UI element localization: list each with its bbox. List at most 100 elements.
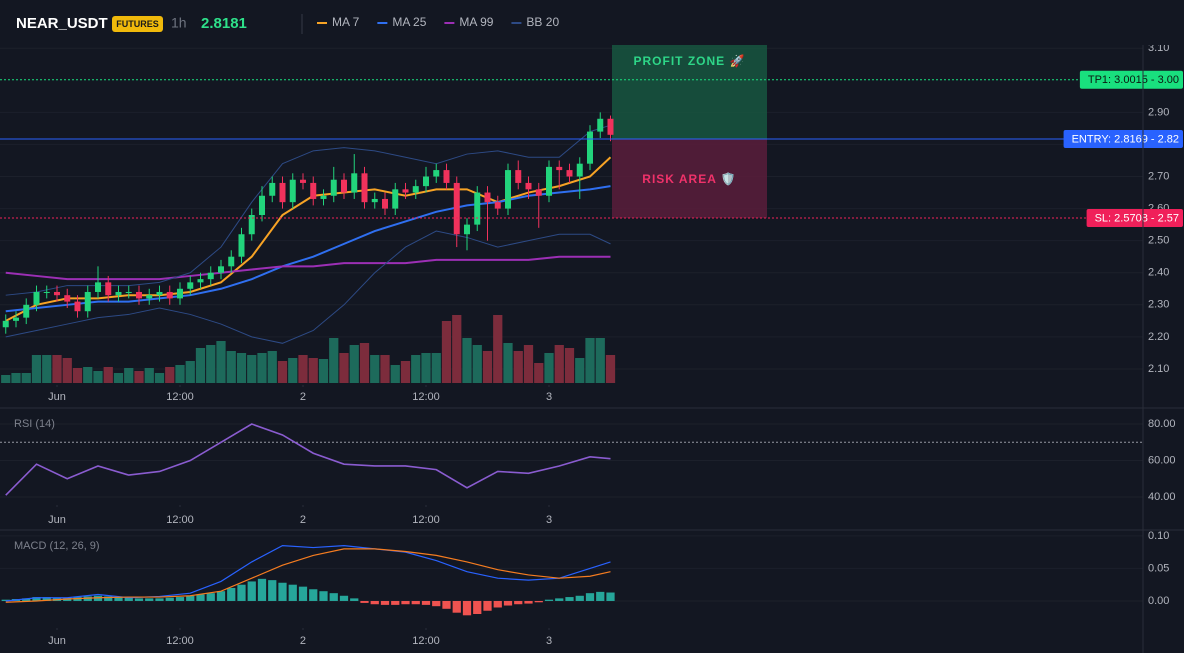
y-tick-label: 80.00 <box>1148 418 1176 430</box>
volume-bar <box>216 341 226 383</box>
symbol: NEAR_USDT <box>16 15 108 32</box>
volume-bar <box>329 338 339 383</box>
y-tick-label: 0.00 <box>1148 595 1169 607</box>
y-tick-label: 0.10 <box>1148 530 1169 542</box>
volume-bar <box>31 355 42 383</box>
y-tick-label: 2.40 <box>1148 267 1169 279</box>
y-tick-label: 2.10 <box>1148 363 1169 375</box>
volume-bar <box>482 351 493 383</box>
candle-body <box>453 182 460 235</box>
plots: 2.102.202.302.402.502.602.702.802.903.10… <box>0 42 1183 647</box>
histogram-bar <box>186 595 195 601</box>
volume-bar <box>462 338 472 383</box>
interval: 1h <box>171 15 187 31</box>
volume-bar <box>503 343 513 383</box>
histogram-bar <box>42 597 51 601</box>
volume-bar <box>400 361 411 383</box>
volume-bar <box>124 368 134 383</box>
volume-bar <box>452 315 462 383</box>
volume-bar <box>493 315 503 383</box>
candle-body <box>597 118 604 132</box>
candle-body <box>289 179 296 203</box>
histogram-bar <box>114 597 123 601</box>
volume-bar <box>134 371 144 383</box>
rsi-line <box>5 423 611 496</box>
zone <box>612 45 767 140</box>
y-tick-label: 3.10 <box>1148 42 1169 54</box>
y-tick-label: 2.20 <box>1148 331 1169 343</box>
x-tick-label: 12:00 <box>412 514 440 526</box>
volume-bar <box>421 353 431 383</box>
volume-bar <box>339 353 349 383</box>
last-price: 2.8181 <box>201 15 247 32</box>
histogram-bar <box>493 600 502 608</box>
candle-body <box>433 170 440 177</box>
candle-body <box>125 291 132 293</box>
x-tick-label: 3 <box>546 391 552 403</box>
volume-bar <box>359 343 370 383</box>
candle-body <box>330 179 337 196</box>
histogram-bar <box>1 599 10 601</box>
histogram-bar <box>596 591 605 601</box>
x-tick-label: 12:00 <box>166 635 194 647</box>
candle-body <box>474 192 481 225</box>
y-tick-label: 2.90 <box>1148 106 1169 118</box>
volume-bar <box>185 361 195 383</box>
histogram-bar <box>309 589 318 601</box>
level-label-bg <box>1079 70 1183 89</box>
volume-bar <box>349 345 359 383</box>
x-tick-label: 12:00 <box>166 514 194 526</box>
volume-bar <box>441 321 452 383</box>
volume-bar <box>113 373 124 383</box>
histogram-bar <box>432 600 441 607</box>
histogram-bar <box>575 595 584 601</box>
legend-entry: MA 25 <box>392 15 426 29</box>
y-tick-label: 0.05 <box>1148 562 1169 574</box>
histogram-bar <box>555 598 564 601</box>
volume-bar <box>165 367 175 383</box>
badge: FUTURES <box>116 19 159 29</box>
candle-body <box>269 182 276 196</box>
histogram-bar <box>452 600 461 613</box>
signal-line <box>5 548 611 603</box>
histogram-bar <box>175 597 185 601</box>
panel-title: RSI (14) <box>14 418 55 430</box>
volume-bar <box>575 358 585 383</box>
histogram-bar <box>339 595 349 601</box>
histogram-bar <box>565 597 574 601</box>
candle-body <box>207 272 214 280</box>
y-tick-label: 2.30 <box>1148 299 1169 311</box>
x-tick-label: 3 <box>546 514 552 526</box>
volume-bar <box>370 355 380 383</box>
histogram-bar <box>462 600 472 616</box>
candle-body <box>505 170 511 209</box>
histogram-bar <box>473 600 482 614</box>
histogram-bar <box>165 597 174 601</box>
histogram-bar <box>32 597 41 601</box>
candle-body <box>546 166 553 196</box>
volume-bar <box>380 355 390 383</box>
volume-bar <box>595 338 605 383</box>
x-tick-label: 3 <box>546 635 552 647</box>
histogram-bar <box>411 600 420 605</box>
volume-bar <box>534 363 544 383</box>
volume-bar <box>93 371 103 383</box>
volume-bar <box>564 348 575 383</box>
candle-body <box>463 224 470 235</box>
volume-bar <box>62 358 72 383</box>
candle-body <box>371 198 378 203</box>
histogram-bar <box>93 595 103 601</box>
candle-body <box>115 291 122 296</box>
candle-body <box>248 215 255 235</box>
histogram-bar <box>124 597 133 601</box>
volume-bar <box>605 355 616 383</box>
candle-body <box>74 301 81 312</box>
histogram-bar <box>544 599 554 601</box>
histogram-bar <box>227 587 236 601</box>
volume-bar <box>544 353 554 383</box>
candle-body <box>484 192 491 203</box>
histogram-bar <box>503 600 513 606</box>
histogram-bar <box>524 600 533 604</box>
